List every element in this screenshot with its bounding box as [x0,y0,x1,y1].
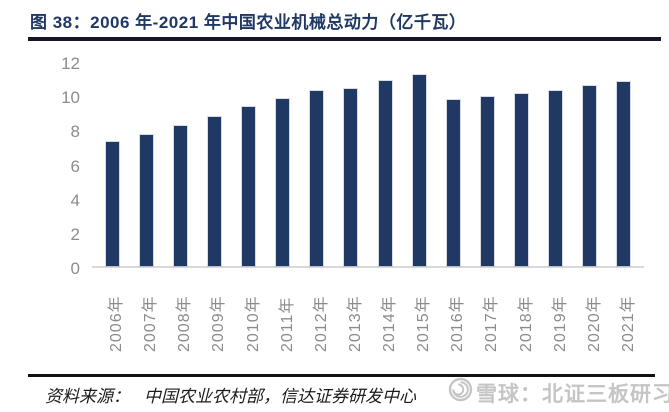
y-axis-tick-label: 2 [70,224,80,244]
x-axis-tick: 2019年 [539,268,573,356]
y-axis-tick-label: 8 [70,122,80,142]
bar-column [163,63,197,266]
x-axis-tick: 2011年 [266,268,300,356]
bar-column [129,63,163,266]
bar-chart: 0 2 4 6 8 10 12 2006年 2007年 2008年 2009年 2010年 2011年… [46,55,669,356]
source-label: 资料来源： [45,387,130,406]
y-axis-tick-label: 6 [70,156,80,176]
x-axis-tick-label: 2010年 [244,295,262,352]
x-axis-tick: 2021年 [607,268,641,356]
bar-column [232,63,266,266]
bar [515,94,529,266]
bar [105,141,119,266]
bar [207,116,221,266]
title-divider [28,37,661,41]
x-axis-tick-label: 2013年 [346,295,364,352]
x-axis-tick-label: 2008年 [176,295,194,352]
x-axis: 2006年 2007年 2008年 2009年 2010年 2011年 2012年 2013年… [92,268,644,356]
x-axis-tick: 2014年 [368,268,402,356]
x-axis-tick: 2008年 [163,268,197,356]
x-axis-tick-label: 2020年 [585,295,603,352]
bar [583,85,597,266]
plot-area: 2006年 2007年 2008年 2009年 2010年 2011年 2012年 2013年… [92,63,644,356]
x-axis-tick: 2016年 [436,268,470,356]
bar [344,88,358,266]
x-axis-tick: 2017年 [470,268,504,356]
watermark: 雪球：北证三板研习社 [448,377,669,408]
bar [617,81,631,266]
bar-column [197,63,231,266]
watermark-text: 雪球：北证三板研习社 [476,382,669,406]
x-axis-tick: 2006年 [95,268,129,356]
y-axis-tick-label: 4 [70,190,80,210]
x-axis-tick: 2013年 [334,268,368,356]
x-axis-tick-label: 2015年 [415,295,433,352]
x-axis-tick-label: 2018年 [517,295,535,352]
x-axis-tick-label: 2007年 [142,295,160,352]
x-axis-tick: 2018年 [505,268,539,356]
x-axis-tick: 2012年 [300,268,334,356]
bar-column [539,63,573,266]
bar [139,135,153,266]
bar [480,97,494,266]
x-axis-tick: 2010年 [232,268,266,356]
bar-column [607,63,641,266]
bar-column [266,63,300,266]
bar [276,99,290,266]
x-axis-tick-label: 2009年 [210,295,228,352]
bar [173,125,187,266]
bars-container [92,63,644,268]
y-axis-tick-label: 0 [70,259,80,278]
bar-column [573,63,607,266]
x-axis-tick-label: 2017年 [483,295,501,352]
bar-column [334,63,368,266]
bar-column [368,63,402,266]
x-axis-tick-label: 2006年 [108,295,126,352]
bar [310,90,324,266]
xueqiu-logo-icon [448,377,473,408]
figure-title: 图 38：2006 年-2021 年中国农业机械总动力（亿千瓦） [30,13,467,32]
bar-column [436,63,470,266]
bar-column [300,63,334,266]
x-axis-tick-label: 2021年 [619,295,637,352]
bar [242,107,256,266]
bar-column [402,63,436,266]
x-axis-tick: 2007年 [129,268,163,356]
bar-column [505,63,539,266]
x-axis-tick: 2020年 [573,268,607,356]
x-axis-tick-label: 2014年 [381,295,399,352]
source-text: 中国农业农村部，信达证券研发中心 [144,387,416,406]
x-axis-tick: 2015年 [402,268,436,356]
bar [412,75,426,266]
footer-divider [28,374,655,377]
bar-column [470,63,504,266]
bar [549,90,563,266]
x-axis-tick-label: 2019年 [551,295,569,352]
x-axis-tick-label: 2012年 [312,295,330,352]
y-axis-tick-label: 10 [61,88,80,108]
x-axis-tick-label: 2011年 [278,296,296,352]
x-axis-tick: 2009年 [197,268,231,356]
bar-column [95,63,129,266]
y-axis-tick-label: 12 [61,54,80,73]
report-figure: 图 38：2006 年-2021 年中国农业机械总动力（亿千瓦） 0 2 4 6 8 10… [0,8,669,412]
bar [378,81,392,266]
y-axis: 0 2 4 6 8 10 12 [46,55,80,277]
x-axis-tick-label: 2016年 [449,295,467,352]
source-note: 资料来源： 中国农业农村部，信达证券研发中心 [45,382,416,407]
bar [446,99,460,266]
